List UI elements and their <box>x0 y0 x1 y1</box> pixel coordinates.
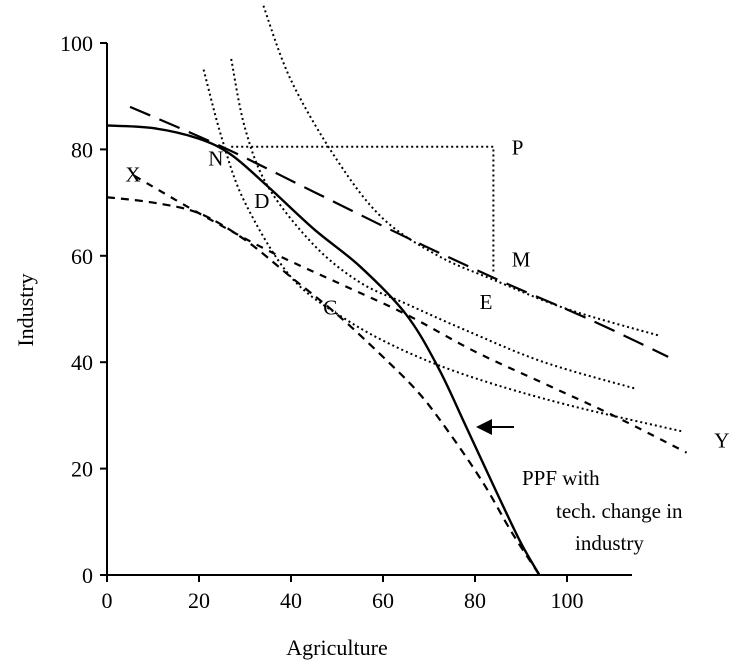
point-label-m: M <box>512 247 531 271</box>
curve-dotted-5 <box>230 58 637 390</box>
tech-change-arrow <box>476 419 514 435</box>
curve-dotted-7 <box>231 145 495 272</box>
x-tick-label: 100 <box>551 588 584 613</box>
ppf-annotation-line-1: PPF with <box>522 466 600 490</box>
curve-dotted-4 <box>262 5 660 337</box>
point-label-x: X <box>125 162 140 186</box>
y-tick-label: 40 <box>71 350 93 375</box>
y-tick-label: 100 <box>60 31 93 56</box>
point-label-layer: N P X D M C E Y <box>125 136 729 453</box>
x-tick-label: 80 <box>464 588 486 613</box>
point-label-p: P <box>512 136 524 160</box>
x-tick-label: 20 <box>188 588 210 613</box>
y-tick-label: 60 <box>71 244 93 269</box>
x-tick-label: 40 <box>280 588 302 613</box>
x-tick-label: 60 <box>372 588 394 613</box>
ppf-annotation-line-3: industry <box>575 531 644 555</box>
y-tick-label: 0 <box>82 563 93 588</box>
point-label-e: E <box>480 290 493 314</box>
arrow-head-icon <box>476 419 492 435</box>
curve-dotted-6 <box>202 69 683 433</box>
y-tick-label: 80 <box>71 137 93 162</box>
curve-short-dashed-3 <box>134 175 688 454</box>
x-axis-title: Agriculture <box>286 635 387 660</box>
y-axis-title: Industry <box>13 273 38 346</box>
point-label-n: N <box>208 146 223 170</box>
ppf-annotation: PPF with tech. change in industry <box>522 466 688 555</box>
point-label-d: D <box>254 189 269 213</box>
curve-solid-0 <box>106 124 541 576</box>
ppf-annotation-line-2: tech. change in <box>556 499 683 523</box>
y-tick-label: 20 <box>71 457 93 482</box>
point-label-y: Y <box>714 428 729 452</box>
curve-layer <box>106 5 688 576</box>
tick-layer: 0 20 40 60 80 100 0 20 40 60 80 100 <box>60 31 584 613</box>
x-tick-label: 0 <box>102 588 113 613</box>
point-label-c: C <box>323 295 337 319</box>
